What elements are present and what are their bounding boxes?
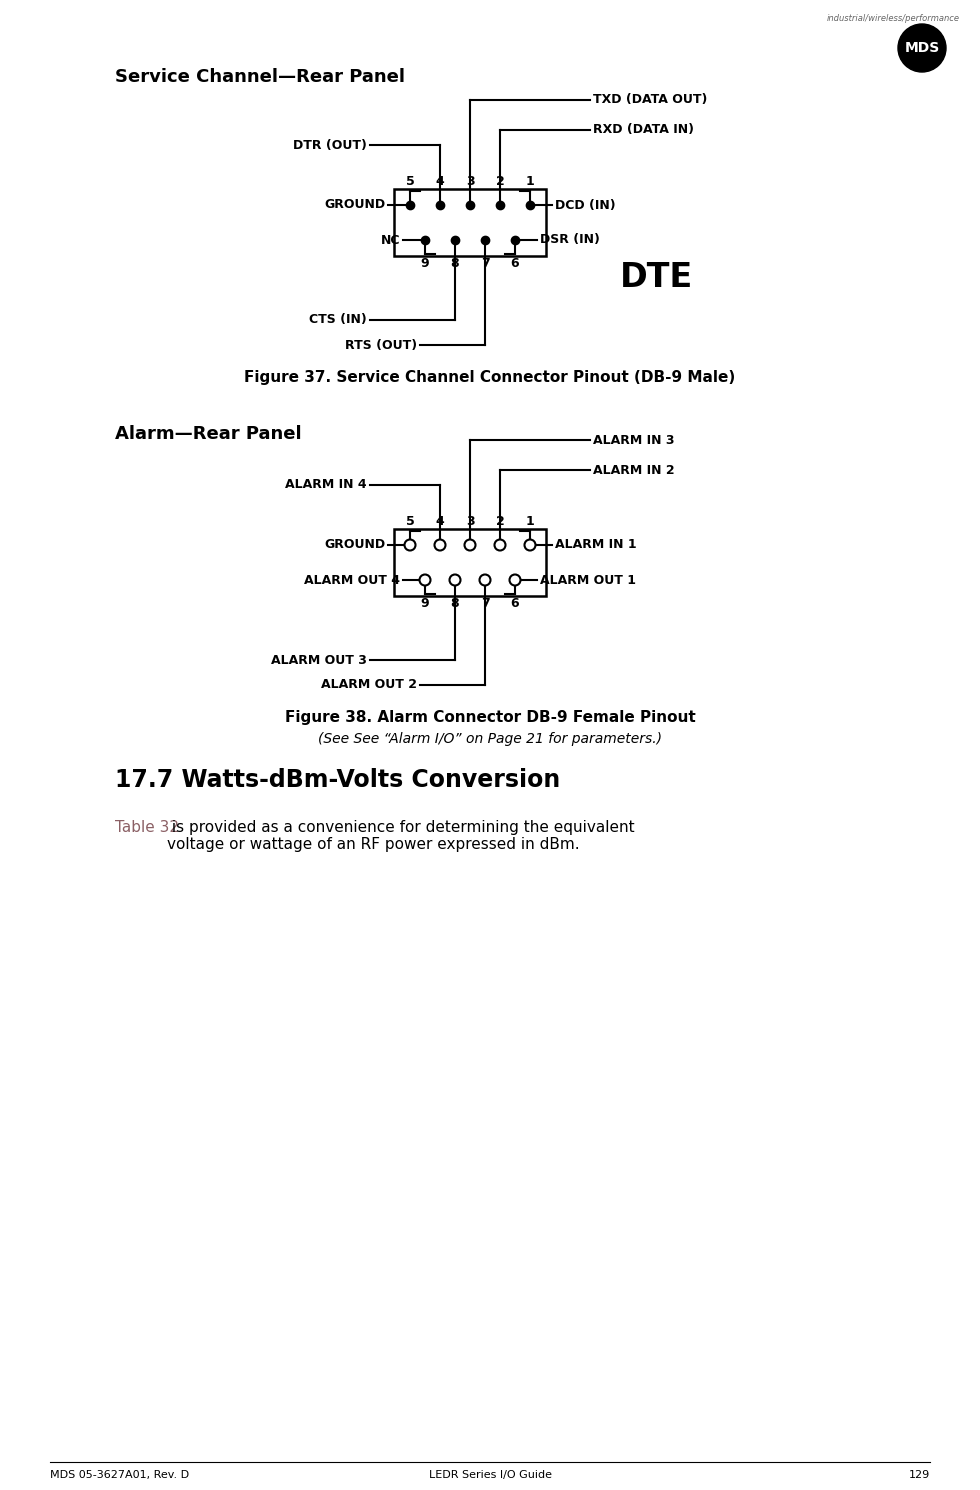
- Text: GROUND: GROUND: [323, 538, 385, 551]
- Circle shape: [465, 539, 475, 550]
- Text: 129: 129: [908, 1471, 930, 1480]
- Text: Service Channel—Rear Panel: Service Channel—Rear Panel: [115, 69, 405, 86]
- Text: 8: 8: [451, 256, 460, 270]
- Bar: [394, 529, 546, 596]
- Text: Figure 37. Service Channel Connector Pinout (DB-9 Male): Figure 37. Service Channel Connector Pin…: [244, 370, 736, 384]
- Text: Alarm—Rear Panel: Alarm—Rear Panel: [115, 425, 302, 443]
- Circle shape: [524, 539, 535, 550]
- Text: 5: 5: [406, 516, 415, 527]
- Text: 17.7 Watts-dBm-Volts Conversion: 17.7 Watts-dBm-Volts Conversion: [115, 767, 561, 793]
- Text: DSR (IN): DSR (IN): [540, 234, 600, 246]
- Text: ALARM OUT 4: ALARM OUT 4: [304, 574, 400, 587]
- Text: 9: 9: [420, 256, 429, 270]
- Text: 1: 1: [525, 516, 534, 527]
- Text: CTS (IN): CTS (IN): [310, 313, 367, 326]
- Text: 4: 4: [436, 516, 444, 527]
- Text: ALARM OUT 1: ALARM OUT 1: [540, 574, 636, 587]
- Text: 5: 5: [406, 174, 415, 188]
- Text: 6: 6: [511, 256, 519, 270]
- Text: TXD (DATA OUT): TXD (DATA OUT): [593, 94, 708, 106]
- Text: 4: 4: [436, 174, 444, 188]
- Text: 1: 1: [525, 174, 534, 188]
- Text: RXD (DATA IN): RXD (DATA IN): [593, 124, 694, 137]
- Text: NC: NC: [380, 234, 400, 246]
- Text: LEDR Series I/O Guide: LEDR Series I/O Guide: [428, 1471, 552, 1480]
- Text: 6: 6: [511, 597, 519, 609]
- Text: 3: 3: [466, 516, 474, 527]
- Text: Figure 38. Alarm Connector DB-9 Female Pinout: Figure 38. Alarm Connector DB-9 Female P…: [284, 711, 696, 726]
- Text: ALARM OUT 3: ALARM OUT 3: [271, 654, 367, 666]
- Circle shape: [405, 539, 416, 550]
- Text: MDS 05-3627A01, Rev. D: MDS 05-3627A01, Rev. D: [50, 1471, 189, 1480]
- Circle shape: [419, 575, 430, 586]
- Text: 9: 9: [420, 597, 429, 609]
- Text: industrial/wireless/performance: industrial/wireless/performance: [827, 13, 960, 22]
- Text: MDS: MDS: [905, 42, 940, 55]
- Text: 8: 8: [451, 597, 460, 609]
- Text: 2: 2: [496, 174, 505, 188]
- Text: ALARM OUT 2: ALARM OUT 2: [321, 678, 417, 691]
- Text: 7: 7: [480, 597, 489, 609]
- Text: 3: 3: [466, 174, 474, 188]
- Text: GROUND: GROUND: [323, 198, 385, 212]
- Text: ALARM IN 2: ALARM IN 2: [593, 463, 674, 477]
- Text: ALARM IN 1: ALARM IN 1: [555, 538, 637, 551]
- Text: (See See “Alarm I/O” on Page 21 for parameters.): (See See “Alarm I/O” on Page 21 for para…: [318, 732, 662, 746]
- Circle shape: [450, 575, 461, 586]
- Text: is provided as a convenience for determining the equivalent
voltage or wattage o: is provided as a convenience for determi…: [167, 820, 635, 852]
- Circle shape: [479, 575, 491, 586]
- Circle shape: [898, 24, 946, 72]
- Circle shape: [495, 539, 506, 550]
- Bar: [394, 189, 546, 256]
- Text: ALARM IN 3: ALARM IN 3: [593, 434, 674, 447]
- Text: Table 32: Table 32: [115, 820, 179, 834]
- Circle shape: [510, 575, 520, 586]
- Text: DCD (IN): DCD (IN): [555, 198, 615, 212]
- Text: ALARM IN 4: ALARM IN 4: [285, 478, 367, 492]
- Text: DTR (OUT): DTR (OUT): [293, 139, 367, 152]
- Text: 2: 2: [496, 516, 505, 527]
- Text: RTS (OUT): RTS (OUT): [345, 338, 417, 352]
- Text: 7: 7: [480, 256, 489, 270]
- Text: DTE: DTE: [620, 261, 693, 294]
- Circle shape: [434, 539, 446, 550]
